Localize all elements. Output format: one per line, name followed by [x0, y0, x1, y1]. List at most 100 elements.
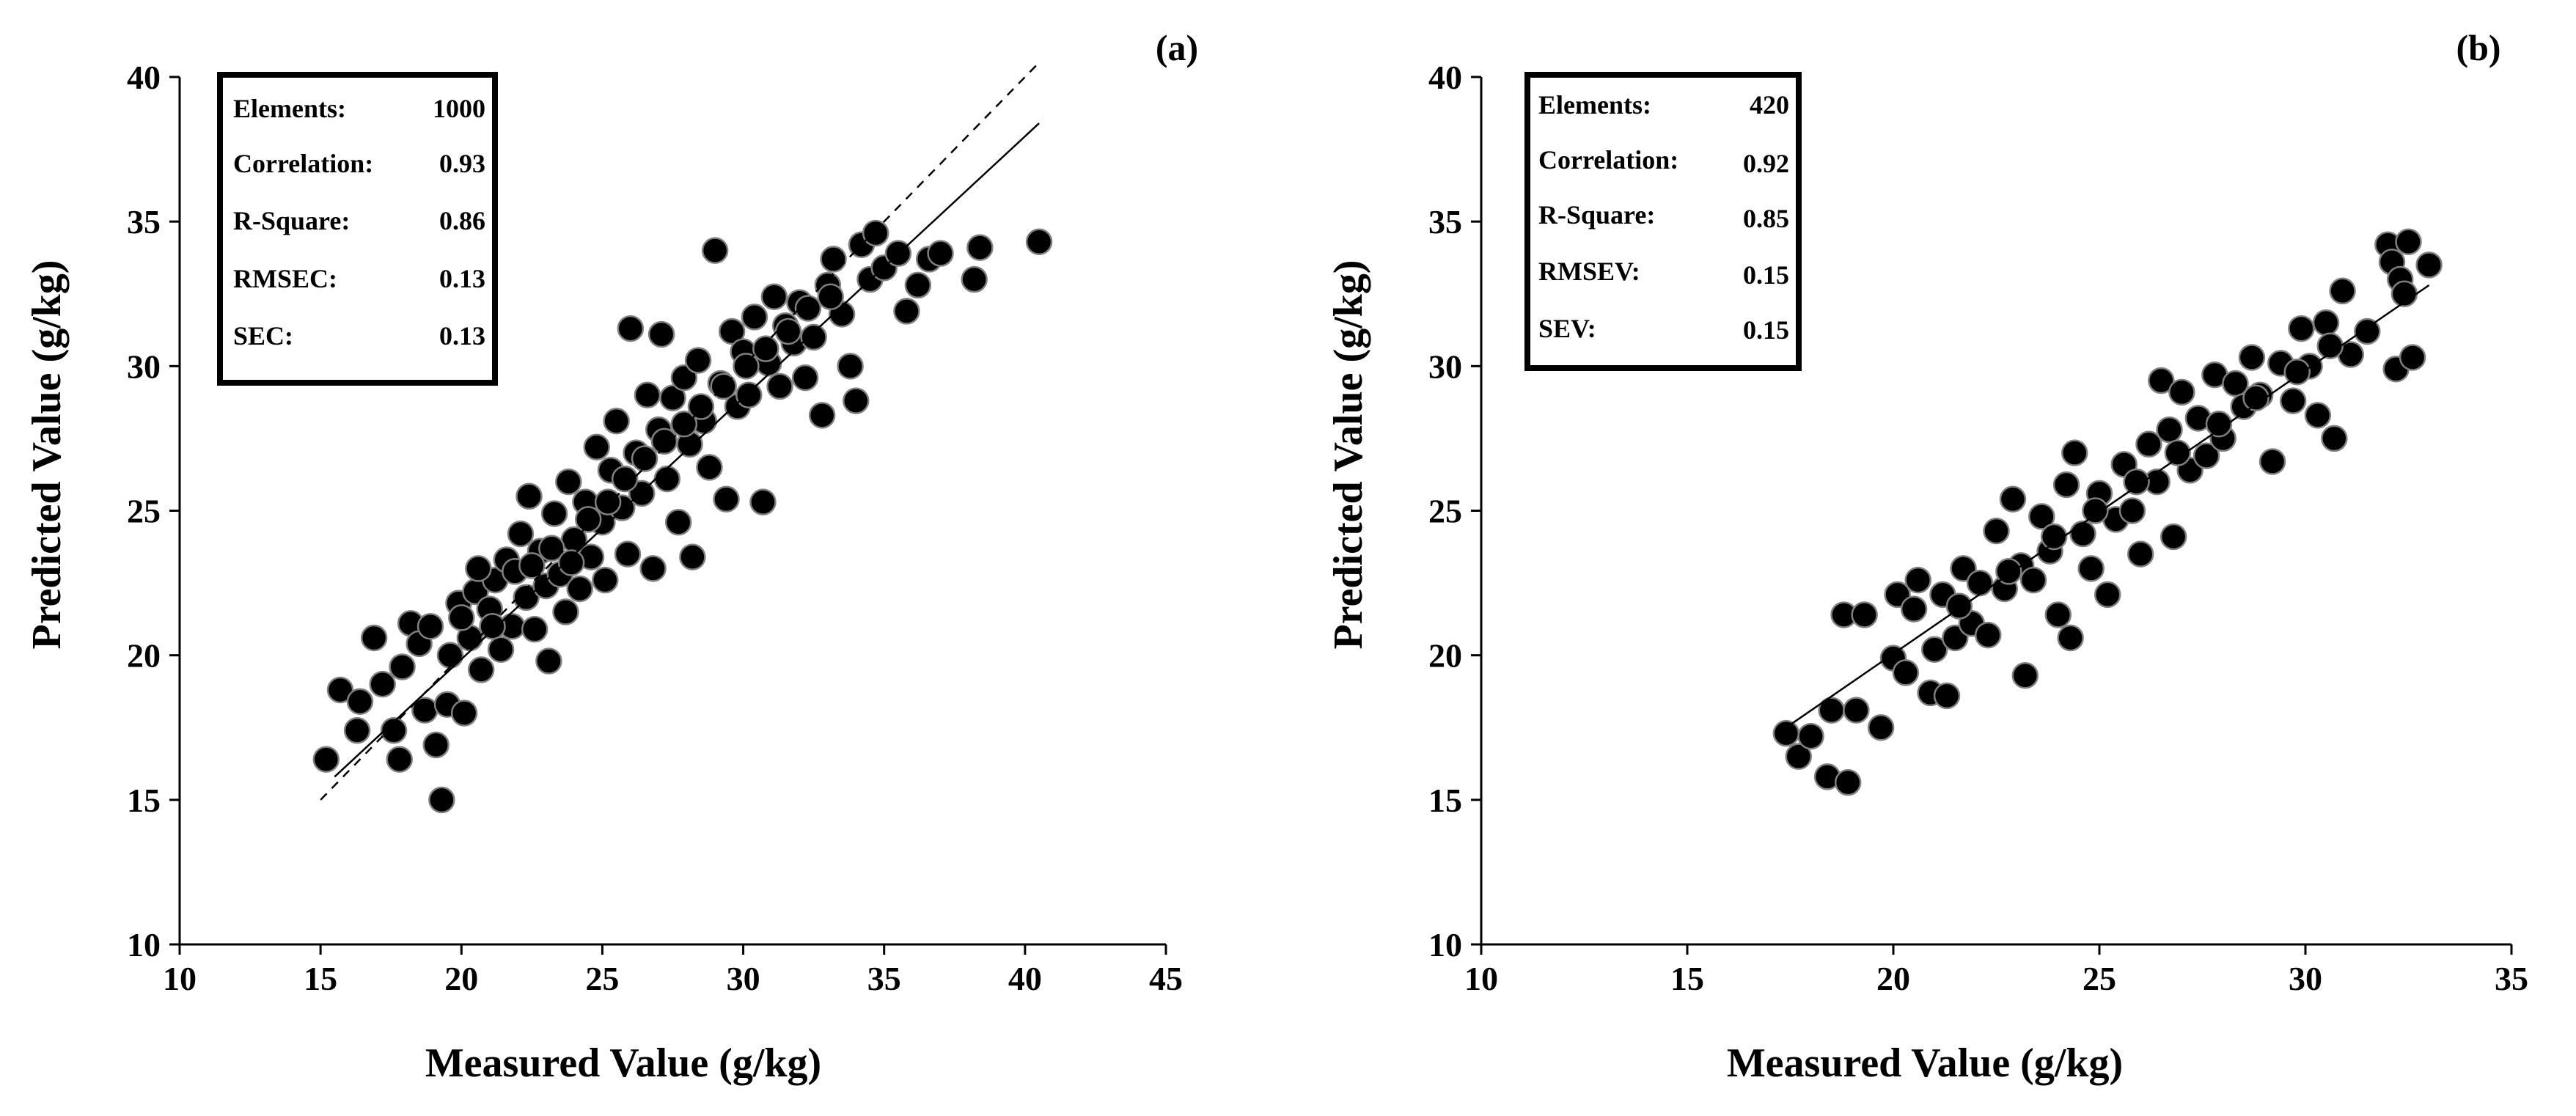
- panel-b-stat-value-sev: 0.15: [1743, 315, 1789, 345]
- panel-b-stat-label-elements: Elements:: [1538, 90, 1651, 120]
- panel-b-data-point: [1797, 722, 1824, 750]
- panel-a: 10 15 20 25 30 35 40 45 10 15 20 25 30 35 40 (a) Measu…: [24, 27, 1198, 1086]
- panel-a-stat-label-rmsec: RMSEC:: [233, 264, 337, 293]
- panel-b-data-point: [2415, 252, 2443, 279]
- panel-a-data-point: [670, 364, 698, 392]
- panel-b-stat-value-r-square: 0.85: [1743, 204, 1789, 233]
- panel-a-data-point: [557, 549, 585, 576]
- panel-a-data-point: [583, 433, 610, 460]
- panel-b-data-point: [1843, 697, 1870, 724]
- panel-a-data-point: [893, 298, 920, 325]
- panel-b-data-point: [1785, 743, 1812, 770]
- panel-b-y-tick-label: 10: [1428, 926, 1462, 963]
- panel-a-y-tick-label: 30: [127, 348, 161, 385]
- panel-a-data-point: [450, 700, 478, 727]
- panel-b-data-point: [1834, 768, 1862, 796]
- panel-b-y-tick-label: 15: [1428, 782, 1462, 819]
- panel-a-data-point: [594, 488, 622, 515]
- panel-a-x-tick-label: 20: [444, 960, 478, 997]
- panel-a-data-point: [791, 364, 819, 392]
- panel-a-data-point: [417, 612, 444, 640]
- panel-a-data-point: [603, 408, 630, 435]
- panel-a-stats-box: Elements: 1000 Correlation: 0.93 R-Squar…: [217, 72, 498, 386]
- panel-b-stat-label-rmsev: RMSEV:: [1538, 257, 1640, 286]
- panel-b-x-tick-label: 30: [2289, 960, 2322, 997]
- panel-b-data-point: [2028, 503, 2055, 530]
- panel-a-data-point: [386, 746, 413, 773]
- panel-b-y-tick-label: 30: [1428, 348, 1462, 385]
- panel-a-ticks: 10 15 20 25 30 35 40 45 10 15 20 25 30 35 40: [127, 59, 1183, 997]
- panel-b-data-point: [2238, 344, 2266, 371]
- panel-a-data-point: [808, 402, 836, 429]
- panel-a-data-point: [487, 636, 515, 664]
- panel-b-stat-value-rmsev: 0.15: [1743, 260, 1789, 290]
- panel-a-data-point: [837, 353, 864, 380]
- panel-a-data-point: [774, 317, 802, 345]
- panel-a-data-point: [507, 520, 535, 548]
- panel-b-stat-value-correlation: 0.92: [1743, 149, 1789, 178]
- panel-b-data-point: [2168, 378, 2195, 406]
- panel-b-data-point: [1867, 714, 1895, 741]
- panel-a-data-point: [518, 552, 546, 579]
- panel-a-data-point: [684, 347, 712, 374]
- panel-a-data-point: [389, 653, 416, 680]
- panel-b-data-point: [2040, 523, 2068, 551]
- panel-b-data-point: [2061, 439, 2088, 466]
- panel-a-data-point: [515, 482, 543, 510]
- panel-a-fit-line: [334, 122, 1040, 778]
- panel-b-data-point: [2019, 566, 2047, 594]
- panel-b-data-point: [1920, 636, 1948, 664]
- panel-a-data-point: [422, 731, 449, 759]
- panel-b-data-point: [2321, 425, 2348, 452]
- panel-b-data-point: [1966, 569, 1994, 597]
- panel-a-data-point: [312, 746, 340, 773]
- panel-b-data-point: [2164, 439, 2192, 466]
- panel-a-x-axis-title: Measured Value (g/kg): [425, 1040, 821, 1086]
- panel-b-data-point: [2329, 277, 2356, 305]
- panel-a-data-point: [521, 615, 548, 643]
- panel-a-data-point: [679, 543, 706, 570]
- panel-b-data-point: [2156, 416, 2183, 444]
- panel-a-data-point: [659, 384, 686, 411]
- panel-b-data-point: [2395, 228, 2422, 256]
- panel-b-lines: [1789, 284, 2430, 726]
- panel-a-data-point: [647, 320, 675, 348]
- panel-a-data-point: [574, 506, 602, 533]
- panel-a-label: (a): [1156, 27, 1198, 68]
- panel-a-stat-value-rmsec: 0.13: [439, 264, 485, 293]
- panel-a-data-point: [614, 540, 642, 568]
- panel-a-stat-value-r-square: 0.86: [439, 206, 485, 235]
- panel-b-x-tick-label: 35: [2495, 960, 2528, 997]
- panel-a-data-point: [735, 381, 763, 409]
- panel-b-data-point: [1933, 682, 1961, 710]
- panel-a-data-point: [800, 323, 827, 351]
- panel-b-data-point: [2127, 540, 2154, 568]
- panel-b-data-point: [2069, 520, 2096, 548]
- panel-b-data-point: [2135, 430, 2162, 458]
- panel-b-label: (b): [2456, 27, 2500, 68]
- panel-a-x-tick-label: 40: [1008, 960, 1042, 997]
- panel-a-data-point: [752, 335, 779, 362]
- panel-a-data-point: [467, 656, 495, 683]
- panel-a-data-point: [611, 465, 639, 493]
- panel-a-data-point: [760, 283, 788, 310]
- panel-a-data-point: [820, 246, 847, 273]
- panel-b-stat-label-r-square: R-Square:: [1538, 200, 1655, 230]
- panel-b-data-point: [1975, 621, 2002, 649]
- panel-a-data-point: [701, 237, 729, 264]
- panel-a-data-point: [465, 555, 492, 582]
- panel-b-data-point: [2052, 471, 2080, 499]
- panel-b-data-point: [2316, 332, 2344, 359]
- panel-b-data-point: [2354, 317, 2381, 345]
- panel-a-data-point: [369, 670, 396, 698]
- panel-b-x-tick-label: 10: [1464, 960, 1498, 997]
- panel-a-x-tick-label: 25: [585, 960, 619, 997]
- panel-b-data-point: [2118, 497, 2146, 524]
- panel-b-data-point: [2312, 309, 2340, 337]
- panel-a-data-point: [817, 283, 844, 310]
- panel-a-data-point: [639, 555, 667, 582]
- panel-b-data-point: [1983, 517, 2010, 545]
- panel-a-data-point: [966, 234, 994, 261]
- panel-b-x-tick-label: 15: [1670, 960, 1704, 997]
- panel-b-x-axis-title: Measured Value (g/kg): [1727, 1040, 2123, 1086]
